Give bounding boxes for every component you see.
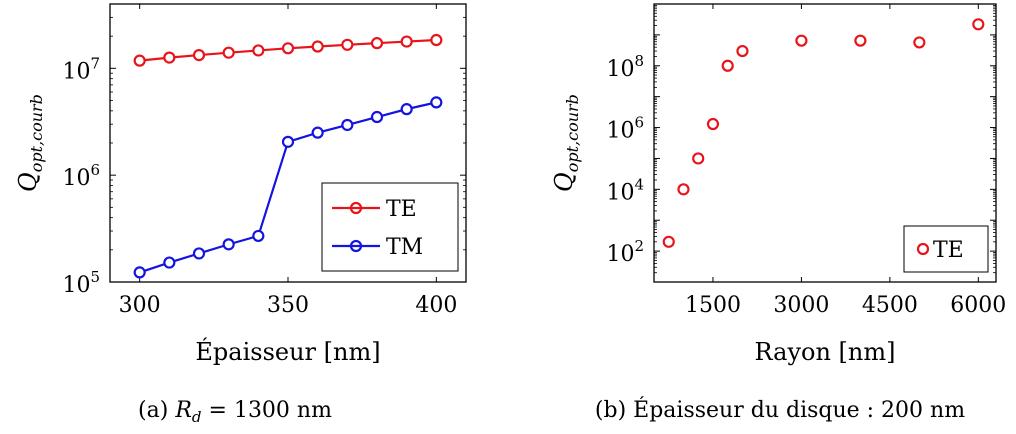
chart-a-series bbox=[133, 33, 443, 279]
chart-a-legend-te-marker bbox=[349, 201, 363, 215]
chart-a-legend-tm-marker bbox=[349, 239, 363, 253]
a-series-1-point-3 bbox=[222, 238, 235, 251]
chart-a-xtick-label-0: 300 bbox=[119, 293, 161, 318]
chart-a-ytick-label-2: 107 bbox=[62, 54, 100, 84]
chart-b-legend: TE bbox=[903, 225, 989, 273]
chart-a-legend-box bbox=[321, 182, 459, 272]
a-series-0-point-4 bbox=[252, 44, 265, 57]
b-series-0-point-9 bbox=[972, 18, 985, 31]
a-series-1-point-1 bbox=[163, 256, 176, 269]
a-series-0-point-6 bbox=[311, 40, 324, 53]
chart-b-legend-te-marker bbox=[916, 242, 930, 256]
a-series-0-point-1 bbox=[163, 51, 176, 64]
b-series-0-point-4 bbox=[721, 59, 734, 72]
b-series-0-point-6 bbox=[795, 34, 808, 47]
a-series-0-point-3 bbox=[222, 46, 235, 59]
b-series-0-point-1 bbox=[677, 183, 690, 196]
chart-b-ytick-label-0: 102 bbox=[606, 237, 644, 267]
a-series-1-point-5 bbox=[281, 135, 295, 148]
a-series-1-point-9 bbox=[400, 103, 413, 116]
a-series-0-point-8 bbox=[370, 37, 384, 50]
chart-a-legend: TE TM bbox=[321, 182, 459, 272]
chart-a-x-axis-label: Épaisseur [nm] bbox=[195, 337, 380, 366]
b-series-0-point-3 bbox=[706, 117, 720, 131]
chart-b-ytick-label-3: 108 bbox=[606, 52, 644, 82]
chart-a-caption: (a) Rd = 1300 nm bbox=[138, 398, 332, 426]
chart-b-plot-frame bbox=[653, 3, 997, 283]
a-series-0-point-9 bbox=[400, 35, 413, 48]
chart-b-xtick-label-0: 1500 bbox=[685, 293, 741, 318]
chart-a-ytick-label-1: 106 bbox=[62, 161, 100, 191]
a-series-1-point-4 bbox=[252, 229, 265, 243]
a-series-1-point-7 bbox=[341, 118, 354, 132]
b-series-0-point-0 bbox=[662, 235, 675, 248]
a-series-1-point-8 bbox=[370, 110, 384, 124]
chart-b-ytick-label-1: 104 bbox=[606, 175, 644, 205]
chart-a: 105 106 107 300 350 400 Épaisseur [nm] Q… bbox=[14, 3, 467, 426]
a-series-1-point-10 bbox=[430, 96, 443, 109]
chart-b-series bbox=[662, 18, 985, 248]
a-series-0-point-10 bbox=[430, 33, 443, 47]
chart-a-xtick-label-1: 350 bbox=[267, 293, 309, 318]
a-series-1-point-0 bbox=[133, 266, 146, 279]
a-series-1-point-2 bbox=[192, 247, 206, 260]
chart-b-caption: (b) Épaisseur du disque : 200 nm bbox=[595, 396, 965, 423]
a-series-0-point-5 bbox=[281, 42, 295, 55]
chart-a-xtick-label-2: 400 bbox=[415, 293, 457, 318]
chart-a-ytick-label-0: 105 bbox=[62, 268, 100, 298]
chart-a-legend-tm-label: TM bbox=[386, 235, 423, 260]
chart-b-ticks bbox=[654, 3, 996, 283]
chart-b-x-axis-label: Rayon [nm] bbox=[755, 338, 896, 366]
b-series-0-point-2 bbox=[692, 152, 705, 165]
chart-b-ytick-label-2: 106 bbox=[606, 114, 644, 144]
chart-b-xtick-label-2: 4500 bbox=[862, 293, 918, 318]
chart-b-y-axis-label: Qopt,courb bbox=[550, 94, 582, 192]
chart-b-xtick-label-3: 6000 bbox=[950, 293, 1006, 318]
chart-a-ticks bbox=[110, 4, 466, 283]
a-series-0-point-7 bbox=[341, 38, 354, 51]
a-series-1-point-6 bbox=[311, 126, 324, 139]
chart-b-legend-te-label: TE bbox=[933, 238, 964, 263]
b-series-0-point-7 bbox=[854, 34, 867, 47]
chart-b: 102 104 106 108 1500 3000 4500 6000 Rayo… bbox=[550, 3, 1006, 423]
b-series-0-point-5 bbox=[736, 44, 749, 58]
b-series-0-point-8 bbox=[913, 36, 926, 49]
chart-b-xtick-label-1: 3000 bbox=[773, 293, 829, 318]
chart-a-y-axis-label: Qopt,courb bbox=[14, 94, 46, 192]
a-series-0-point-2 bbox=[192, 48, 206, 62]
a-series-0-point-0 bbox=[133, 54, 146, 67]
chart-a-legend-te-label: TE bbox=[386, 197, 417, 222]
